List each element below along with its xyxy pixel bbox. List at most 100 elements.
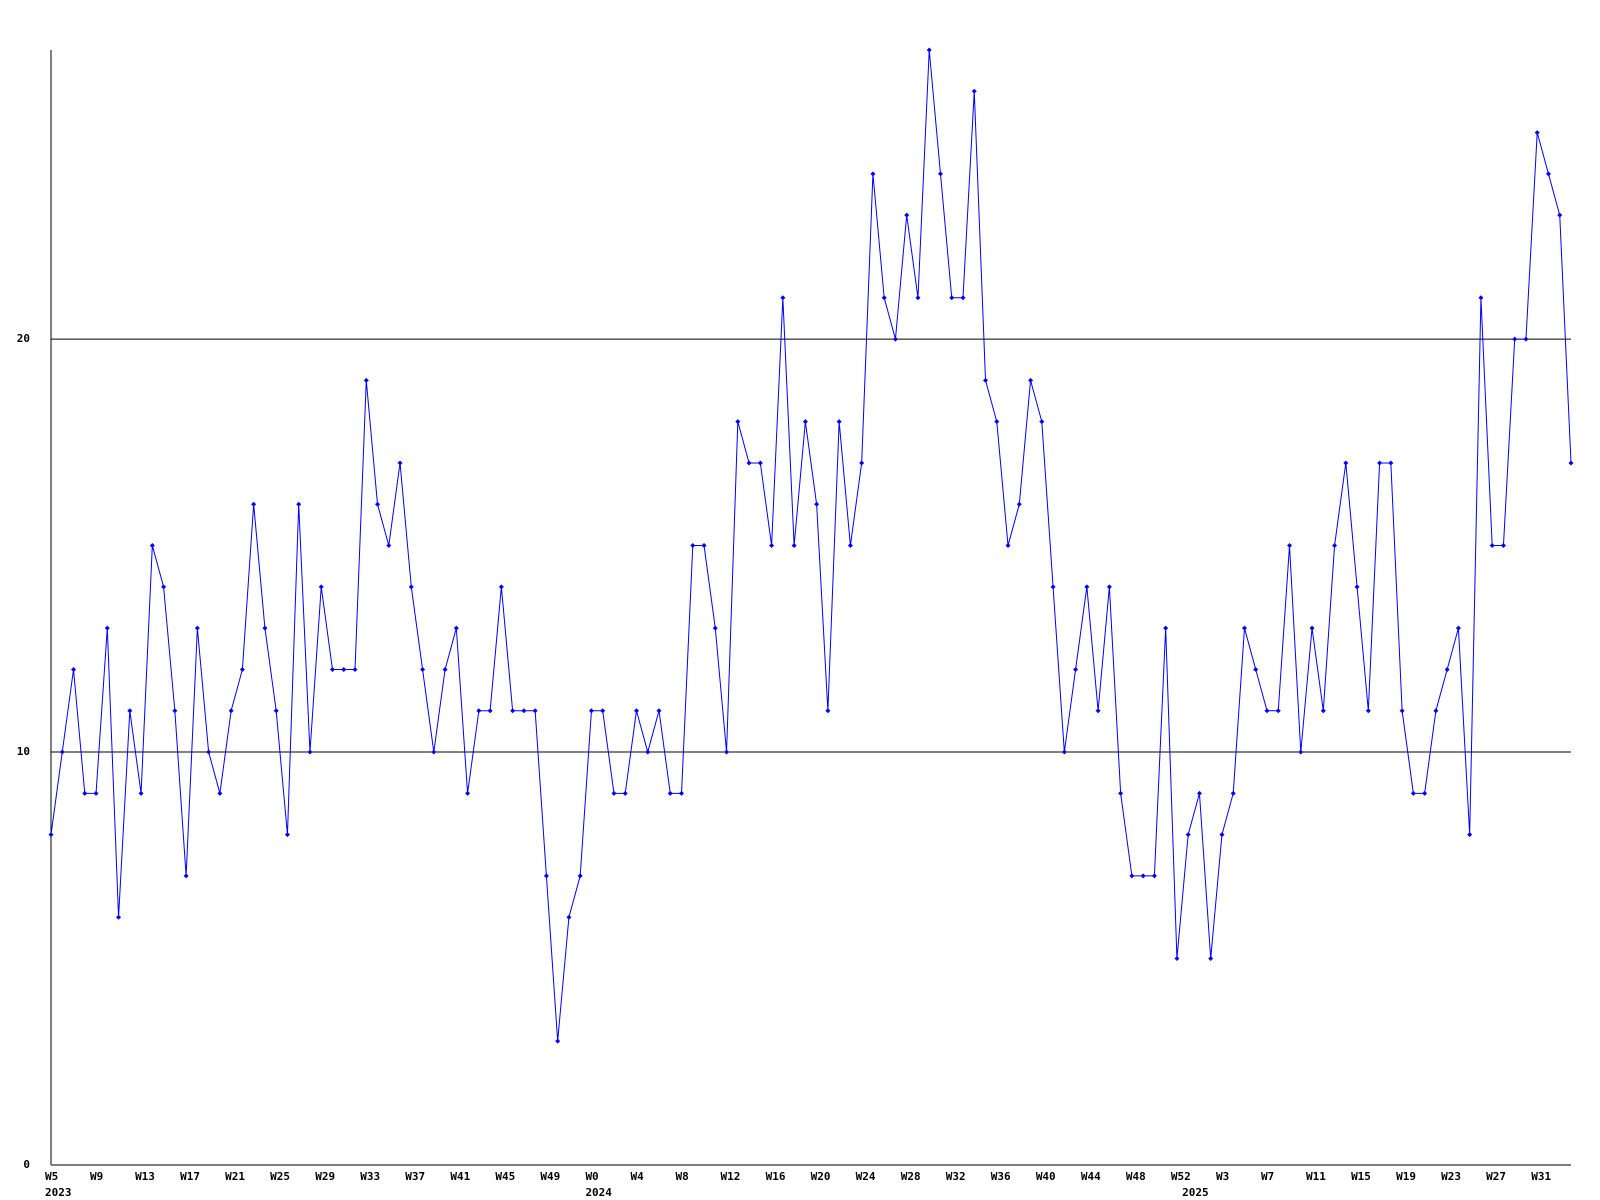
data-point — [1377, 460, 1383, 466]
data-point — [149, 543, 155, 549]
data-point — [498, 584, 504, 590]
data-point — [757, 460, 763, 466]
x-tick-label: W33 — [360, 1170, 380, 1183]
data-point — [1523, 336, 1529, 342]
x-tick-label: W15 — [1351, 1170, 1371, 1183]
data-point — [701, 543, 707, 549]
data-point — [1287, 543, 1293, 549]
data-point — [1478, 295, 1484, 301]
data-point — [1500, 543, 1506, 549]
x-tick-label: W37 — [405, 1170, 425, 1183]
data-point — [712, 625, 718, 631]
data-point — [1557, 212, 1563, 218]
data-point — [1129, 873, 1135, 879]
data-point — [116, 914, 122, 920]
x-tick-label: W31 — [1531, 1170, 1551, 1183]
data-point — [363, 377, 369, 383]
data-point — [1512, 336, 1518, 342]
data-point — [1467, 832, 1473, 838]
data-point — [228, 708, 234, 714]
data-point — [915, 295, 921, 301]
data-point — [273, 708, 279, 714]
x-tick-label: W23 — [1441, 1170, 1461, 1183]
y-tick-label: 10 — [17, 745, 30, 758]
year-label: 2025 — [1182, 1186, 1209, 1199]
data-point — [645, 749, 651, 755]
data-point — [667, 790, 673, 796]
data-point — [825, 708, 831, 714]
data-point — [510, 708, 516, 714]
data-point — [1039, 419, 1045, 425]
data-point — [262, 625, 268, 631]
data-point — [1163, 625, 1169, 631]
data-point — [1545, 171, 1551, 177]
data-point — [949, 295, 955, 301]
data-point — [656, 708, 662, 714]
data-point — [307, 749, 313, 755]
x-tick-label: W19 — [1396, 1170, 1416, 1183]
data-point — [1230, 790, 1236, 796]
data-point — [1208, 956, 1214, 962]
x-tick-label: W27 — [1486, 1170, 1506, 1183]
data-point — [127, 708, 133, 714]
data-point — [408, 584, 414, 590]
data-point — [1241, 625, 1247, 631]
data-point — [1140, 873, 1146, 879]
data-point — [1005, 543, 1011, 549]
x-tick-label: W41 — [450, 1170, 470, 1183]
data-point — [543, 873, 549, 879]
data-point — [859, 460, 865, 466]
data-point — [746, 460, 752, 466]
data-point — [1343, 460, 1349, 466]
data-point — [1410, 790, 1416, 796]
year-label: 2023 — [45, 1186, 72, 1199]
data-point — [82, 790, 88, 796]
x-tick-label: W21 — [225, 1170, 245, 1183]
data-point — [217, 790, 223, 796]
data-point — [1422, 790, 1428, 796]
data-point — [284, 832, 290, 838]
data-point — [937, 171, 943, 177]
data-point — [892, 336, 898, 342]
data-point — [1332, 543, 1338, 549]
year-label: 2024 — [585, 1186, 612, 1199]
x-tick-label: W11 — [1306, 1170, 1326, 1183]
data-point — [1444, 666, 1450, 672]
data-point — [983, 377, 989, 383]
data-point — [769, 543, 775, 549]
data-point — [1185, 832, 1191, 838]
data-point — [555, 1038, 561, 1044]
x-tick-label: W17 — [180, 1170, 200, 1183]
data-point — [465, 790, 471, 796]
data-point — [1275, 708, 1281, 714]
data-point — [1073, 666, 1079, 672]
data-point — [521, 708, 527, 714]
data-point — [960, 295, 966, 301]
data-point — [735, 419, 741, 425]
data-point — [870, 171, 876, 177]
data-point — [172, 708, 178, 714]
x-tick-label: W44 — [1081, 1170, 1101, 1183]
data-point — [971, 88, 977, 94]
data-point — [161, 584, 167, 590]
data-point — [724, 749, 730, 755]
data-point — [453, 625, 459, 631]
data-point — [296, 501, 302, 507]
data-point — [622, 790, 628, 796]
data-point — [1061, 749, 1067, 755]
x-tick-label: W45 — [495, 1170, 515, 1183]
data-point — [802, 419, 808, 425]
data-point — [341, 666, 347, 672]
data-point — [1151, 873, 1157, 879]
data-point — [352, 666, 358, 672]
y-tick-label: 0 — [23, 1158, 30, 1171]
data-point — [93, 790, 99, 796]
x-tick-label: W48 — [1126, 1170, 1146, 1183]
data-point — [1028, 377, 1034, 383]
data-point — [206, 749, 212, 755]
data-point — [566, 914, 572, 920]
data-point — [397, 460, 403, 466]
data-point — [836, 419, 842, 425]
data-point — [1365, 708, 1371, 714]
